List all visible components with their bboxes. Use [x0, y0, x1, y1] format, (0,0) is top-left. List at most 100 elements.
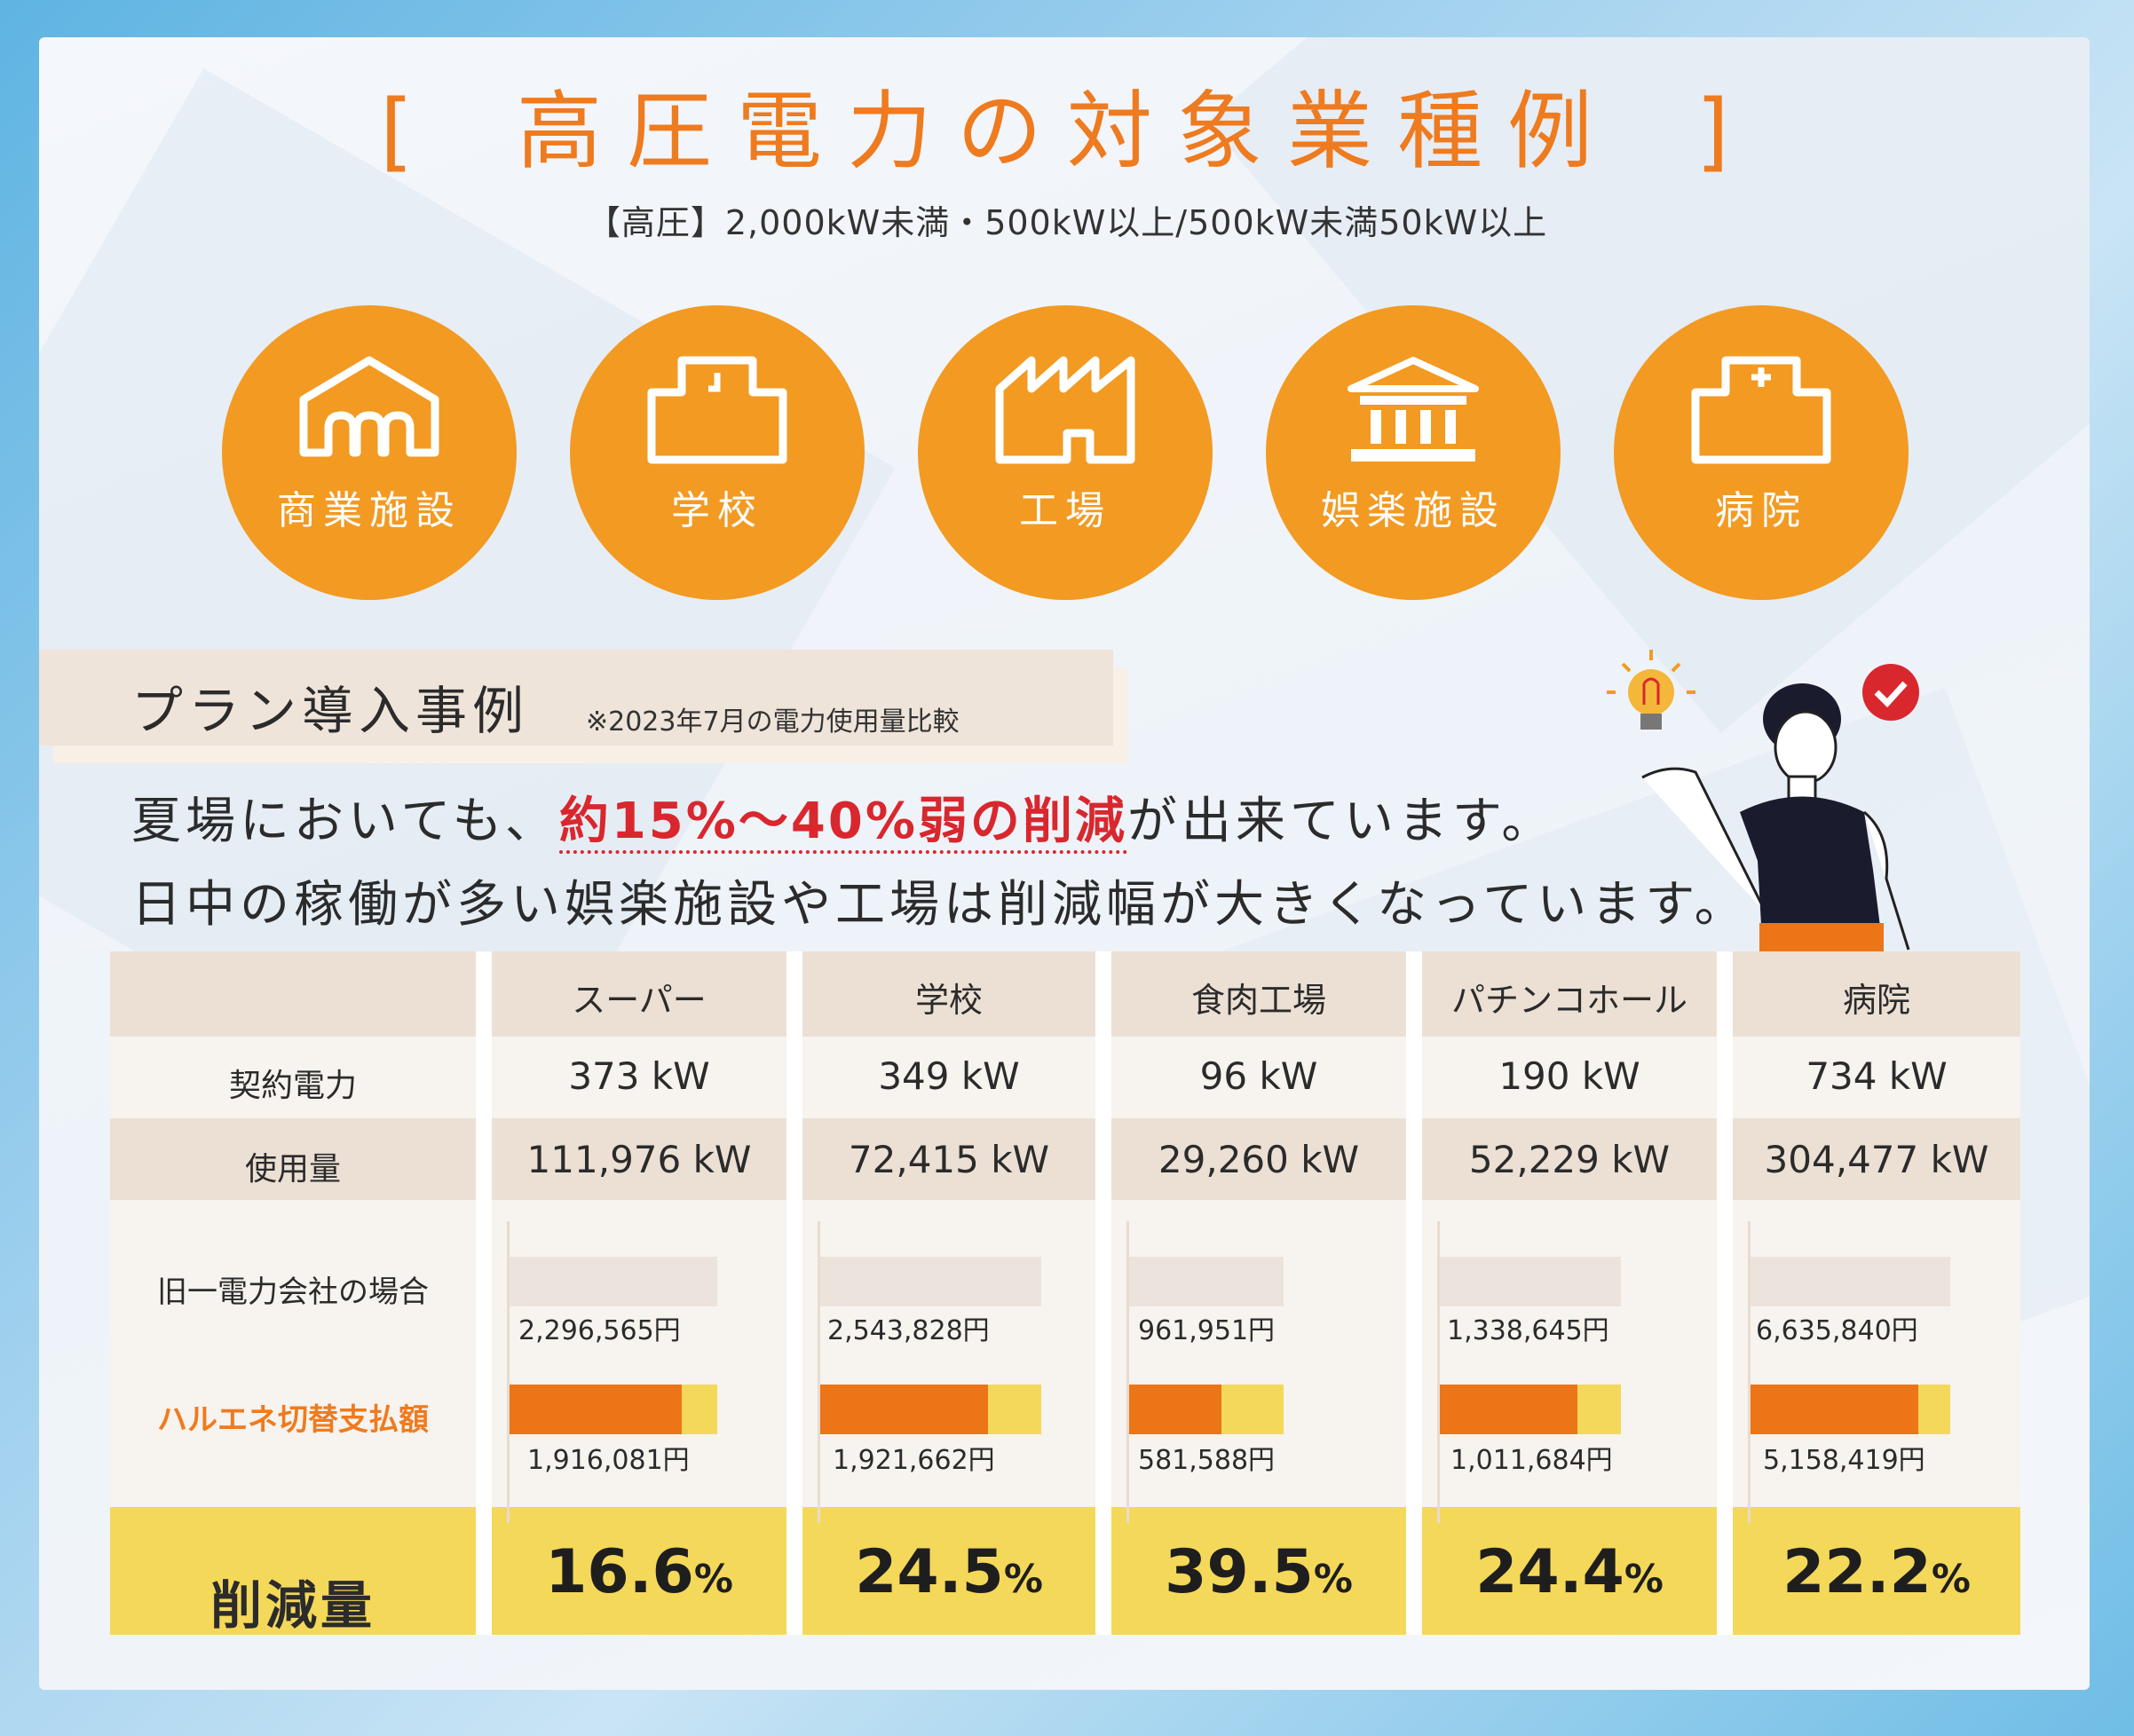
bar-axis	[1437, 1221, 1440, 1523]
reduction-unit: %	[1931, 1557, 1971, 1602]
title-bracket-left: [	[380, 82, 439, 181]
table-row	[110, 1037, 2020, 1118]
new-cost-value: 581,588円	[1138, 1445, 1276, 1476]
category-label: 病院	[1715, 488, 1807, 533]
usage-value: 304,477 kW	[1764, 1138, 1989, 1181]
message-line-1: 夏場においても、約15%～40%弱の削減が出来ています。	[131, 781, 1556, 854]
reduction-unit: %	[1313, 1557, 1353, 1602]
column-divider	[1406, 951, 1422, 1635]
new-cost-value: 1,921,662円	[833, 1445, 995, 1476]
bar-axis	[818, 1221, 820, 1523]
column-divider	[1095, 951, 1111, 1635]
reduction-number: 24.4	[1475, 1537, 1624, 1607]
bar-axis	[1748, 1221, 1751, 1523]
new-cost-bar	[820, 1385, 1041, 1434]
category-hospital: 病院	[1614, 305, 1909, 600]
new-cost-fill	[1129, 1385, 1221, 1434]
reduction-value: 16.6%	[492, 1537, 786, 1607]
usage-value: 72,415 kW	[848, 1138, 1050, 1181]
reduction-number: 16.6	[545, 1537, 694, 1607]
reduction-number: 39.5	[1165, 1537, 1314, 1607]
bar-axis	[507, 1221, 510, 1523]
category-label: 学校	[671, 488, 763, 533]
column-header: 学校	[914, 981, 983, 1020]
school-icon	[647, 356, 787, 464]
new-cost-bar	[1129, 1385, 1284, 1434]
page-title: [ 高圧電力の対象業種例 ]	[0, 62, 2134, 185]
new-cost-fill	[1440, 1385, 1577, 1434]
usage-value: 111,976 kW	[526, 1138, 752, 1181]
category-label: 娯楽施設	[1321, 488, 1506, 533]
column-header: 食肉工場	[1190, 981, 1326, 1020]
new-cost-fill	[1751, 1385, 1918, 1434]
contract-value: 734 kW	[1806, 1054, 1948, 1098]
new-cost-value: 5,158,419円	[1763, 1445, 1925, 1476]
column-divider	[1717, 951, 1733, 1635]
new-cost-fill	[510, 1385, 682, 1434]
reduction-number: 22.2	[1782, 1537, 1932, 1607]
title-text: 高圧電力の対象業種例	[517, 82, 1617, 181]
title-bracket-right: ]	[1695, 82, 1754, 181]
page-subtitle: 【高圧】2,000kW未満・500kW以上/500kW未満50kW以上	[586, 203, 1548, 242]
new-cost-value: 1,916,081円	[527, 1445, 690, 1476]
column-header: 病院	[1842, 981, 1910, 1020]
category-facility: 娯楽施設	[1266, 305, 1561, 600]
comparison-table: 契約電力 使用量 旧一電力会社の場合 ハルエネ切替支払額 削減量 スーパー 37…	[110, 951, 2020, 1636]
reduction-value: 24.4%	[1422, 1537, 1717, 1607]
reduction-number: 24.5	[855, 1537, 1004, 1607]
old-cost-value: 1,338,645円	[1447, 1315, 1609, 1346]
new-cost-value: 1,011,684円	[1450, 1445, 1613, 1476]
shop-icon	[299, 356, 439, 457]
facility-icon	[1348, 357, 1479, 462]
column-divider	[786, 951, 802, 1635]
category-label: 工場	[1019, 488, 1111, 533]
message-line-2: 日中の稼働が多い娯楽施設や工場は削減幅が大きくなっています。	[131, 876, 1749, 934]
person-illustration	[1607, 650, 1919, 959]
new-cost-bar	[1440, 1385, 1621, 1434]
old-cost-bar	[820, 1257, 1041, 1306]
contract-value: 373 kW	[568, 1054, 710, 1098]
reduction-unit: %	[1003, 1557, 1043, 1602]
old-cost-value: 2,296,565円	[518, 1315, 681, 1346]
contract-value: 96 kW	[1199, 1054, 1318, 1098]
old-cost-bar	[510, 1257, 717, 1306]
old-cost-bar	[1129, 1257, 1284, 1306]
column-header: パチンコホール	[1450, 981, 1687, 1020]
reduction-unit: %	[1624, 1557, 1664, 1602]
plan-note: ※2023年7月の電力使用量比較	[586, 706, 960, 738]
contract-value: 349 kW	[878, 1054, 1020, 1098]
usage-value: 29,260 kW	[1158, 1138, 1360, 1181]
category-factory: 工場	[918, 305, 1213, 600]
old-cost-value: 6,635,840円	[1756, 1315, 1918, 1346]
reduction-unit: %	[693, 1557, 733, 1602]
table-header-row	[110, 951, 2020, 1037]
new-cost-bar	[1751, 1385, 1950, 1434]
plan-header	[39, 650, 1113, 746]
hospital-icon	[1691, 356, 1831, 464]
row-label-new: ハルエネ切替支払額	[157, 1402, 429, 1438]
contract-value: 190 kW	[1498, 1054, 1640, 1098]
category-label: 商業施設	[277, 488, 462, 533]
row-label-old: 旧一電力会社の場合	[157, 1274, 429, 1310]
message-text: 夏場においても、	[131, 793, 559, 850]
column-divider	[476, 951, 492, 1635]
column-header: スーパー	[572, 981, 707, 1020]
lightbulb-icon	[1607, 650, 1695, 730]
old-cost-bar	[1440, 1257, 1621, 1306]
factory-icon	[995, 356, 1135, 464]
old-cost-value: 2,543,828円	[827, 1315, 990, 1346]
reduction-value: 39.5%	[1111, 1537, 1406, 1607]
table-row-reduction	[110, 1507, 2020, 1635]
category-shop: 商業施設	[222, 305, 517, 600]
category-school: 学校	[570, 305, 865, 600]
row-label-contract: 契約電力	[228, 1068, 357, 1104]
message-text: が出来ています。	[1126, 793, 1556, 850]
reduction-value: 22.2%	[1733, 1537, 2020, 1607]
message-highlight: 約15%～40%弱の削減	[558, 793, 1127, 854]
new-cost-bar	[510, 1385, 717, 1434]
new-cost-fill	[820, 1385, 988, 1434]
table-row	[110, 1118, 2020, 1200]
bar-axis	[1126, 1221, 1129, 1523]
row-label-reduction: 削減量	[209, 1575, 375, 1636]
plan-title: プラン導入事例	[131, 681, 530, 741]
